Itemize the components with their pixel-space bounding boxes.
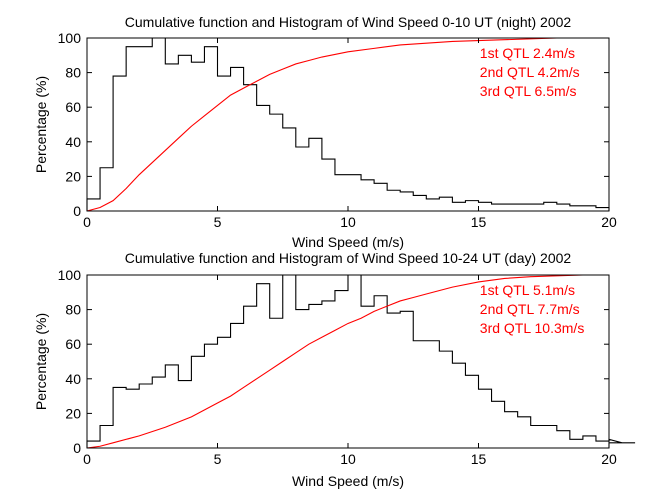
chart-title: Cumulative function and Histogram of Win… (125, 250, 572, 266)
y-tick-label: 80 (65, 65, 81, 81)
x-tick-label: 0 (83, 214, 91, 230)
y-tick-label: 0 (73, 440, 81, 456)
x-tick-label: 15 (471, 214, 487, 230)
x-tick-label: 0 (83, 451, 91, 467)
chart-title: Cumulative function and Histogram of Win… (125, 14, 572, 30)
y-tick-label: 80 (65, 302, 81, 318)
y-tick-label: 0 (73, 203, 81, 219)
y-tick-label: 40 (65, 134, 81, 150)
histogram-line (86, 37, 610, 211)
cumulative-curve (86, 274, 609, 449)
quartile-annotation: 1st QTL 5.1m/s (480, 282, 575, 298)
plot-area (86, 37, 610, 212)
x-tick-label: 10 (340, 451, 356, 467)
x-tick-label: 15 (471, 451, 487, 467)
y-tick-label: 20 (65, 168, 81, 184)
x-axis-label: Wind Speed (m/s) (292, 473, 404, 489)
plot-area (86, 274, 610, 449)
y-tick-label: 20 (65, 405, 81, 421)
y-tick-label: 60 (65, 99, 81, 115)
y-tick-label: 100 (58, 267, 82, 283)
y-axis-label: Percentage (%) (33, 313, 49, 410)
x-tick-label: 20 (601, 214, 617, 230)
y-tick-label: 100 (58, 30, 82, 46)
x-tick-label: 10 (340, 214, 356, 230)
y-tick-label: 60 (65, 336, 81, 352)
quartile-annotation: 2nd QTL 4.2m/s (480, 64, 580, 80)
x-tick-label: 5 (214, 451, 222, 467)
cumulative-curve (86, 37, 609, 212)
chart-panel-1: 0 5 10 15 20 0 20 40 60 80 100 Cumulative function … (33, 14, 617, 250)
x-axis-label: Wind Speed (m/s) (292, 234, 404, 250)
y-axis-label: Percentage (%) (33, 76, 49, 173)
y-tick-label: 40 (65, 371, 81, 387)
x-tick-label: 20 (601, 451, 617, 467)
x-tick-label: 5 (214, 214, 222, 230)
quartile-annotation: 3rd QTL 6.5m/s (480, 83, 577, 99)
quartile-annotation: 3rd QTL 10.3m/s (480, 320, 585, 336)
quartile-annotation: 1st QTL 2.4m/s (480, 45, 575, 61)
chart-panel-2: 0 5 10 15 20 0 20 40 60 80 100 Cumulative function … (33, 250, 636, 489)
quartile-annotation: 2nd QTL 7.7m/s (480, 301, 580, 317)
